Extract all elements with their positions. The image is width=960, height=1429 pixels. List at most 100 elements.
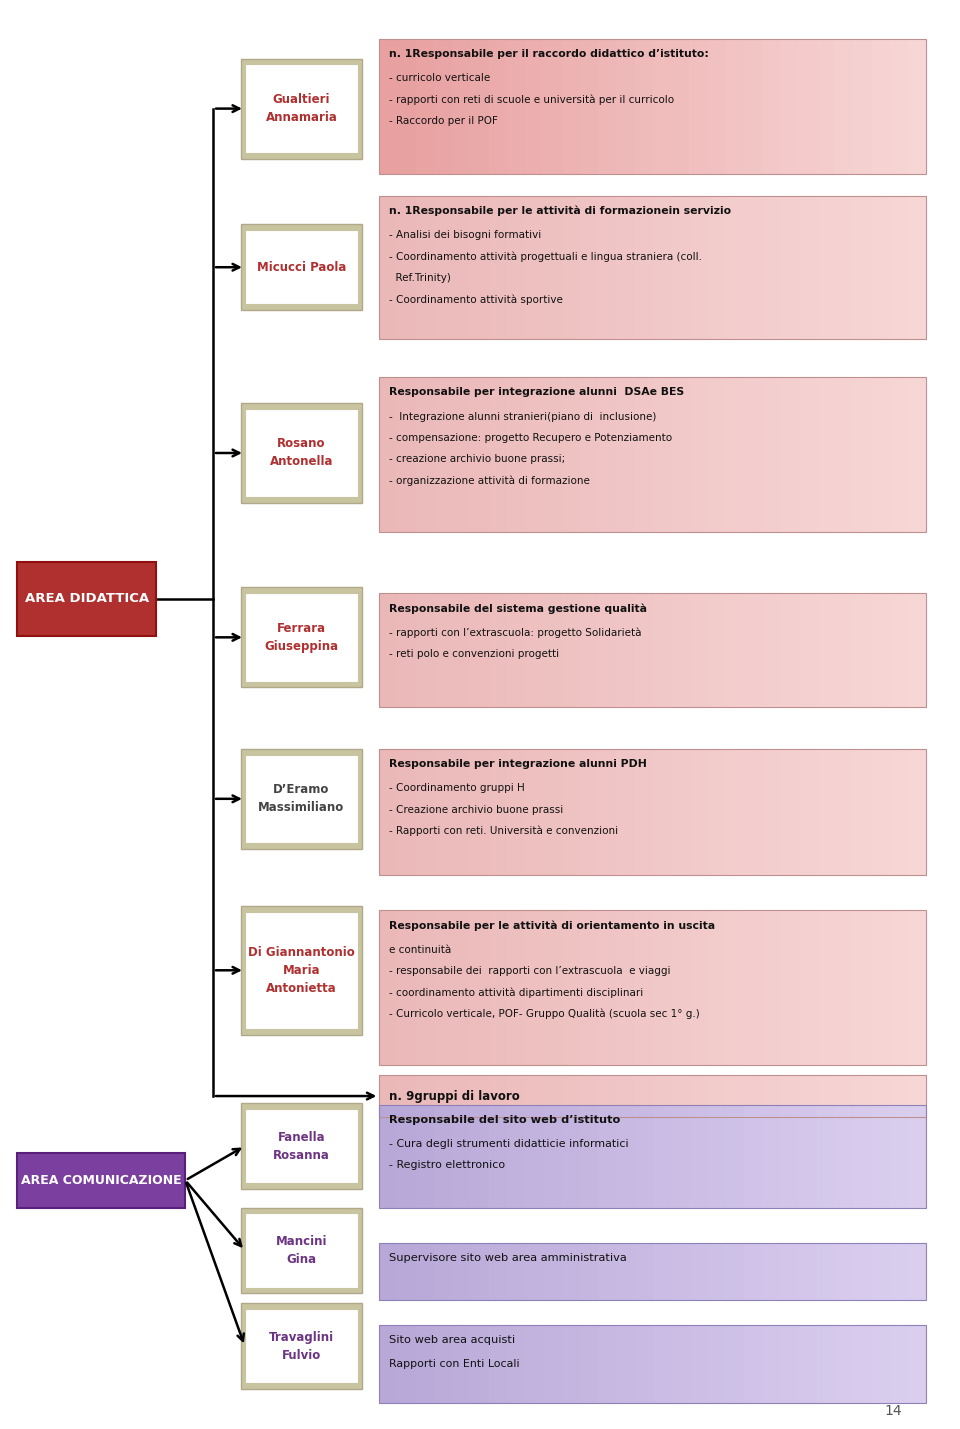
FancyBboxPatch shape: [780, 377, 800, 532]
FancyBboxPatch shape: [744, 377, 763, 532]
FancyBboxPatch shape: [744, 1325, 763, 1403]
FancyBboxPatch shape: [543, 1243, 563, 1300]
FancyBboxPatch shape: [708, 749, 727, 875]
FancyBboxPatch shape: [452, 39, 471, 174]
FancyBboxPatch shape: [726, 377, 745, 532]
FancyBboxPatch shape: [452, 593, 471, 707]
FancyBboxPatch shape: [397, 1105, 417, 1208]
FancyBboxPatch shape: [580, 1075, 599, 1117]
FancyBboxPatch shape: [671, 749, 690, 875]
FancyBboxPatch shape: [245, 755, 358, 843]
FancyBboxPatch shape: [379, 593, 398, 707]
FancyBboxPatch shape: [470, 39, 490, 174]
FancyBboxPatch shape: [817, 1105, 836, 1208]
FancyBboxPatch shape: [708, 910, 727, 1065]
FancyBboxPatch shape: [616, 749, 636, 875]
FancyBboxPatch shape: [890, 1105, 909, 1208]
FancyBboxPatch shape: [616, 1243, 636, 1300]
FancyBboxPatch shape: [616, 1325, 636, 1403]
Text: 14: 14: [885, 1403, 902, 1418]
FancyBboxPatch shape: [890, 377, 909, 532]
FancyBboxPatch shape: [780, 1075, 800, 1117]
Text: e continuità: e continuità: [389, 945, 451, 955]
FancyBboxPatch shape: [653, 1325, 672, 1403]
FancyBboxPatch shape: [580, 1325, 599, 1403]
FancyBboxPatch shape: [470, 910, 490, 1065]
FancyBboxPatch shape: [241, 1208, 362, 1293]
FancyBboxPatch shape: [817, 196, 836, 339]
FancyBboxPatch shape: [580, 1105, 599, 1208]
FancyBboxPatch shape: [671, 1105, 690, 1208]
FancyBboxPatch shape: [744, 593, 763, 707]
Text: Responsabile per integrazione alunni  DSAe BES: Responsabile per integrazione alunni DSA…: [389, 387, 684, 397]
FancyBboxPatch shape: [452, 1105, 471, 1208]
FancyBboxPatch shape: [853, 910, 873, 1065]
FancyBboxPatch shape: [489, 593, 508, 707]
Text: - Coordinamento gruppi H: - Coordinamento gruppi H: [389, 783, 524, 793]
Text: n. 1Responsabile per il raccordo didattico d’istituto:: n. 1Responsabile per il raccordo didatti…: [389, 49, 708, 59]
FancyBboxPatch shape: [780, 910, 800, 1065]
FancyBboxPatch shape: [562, 593, 581, 707]
FancyBboxPatch shape: [835, 1243, 854, 1300]
FancyBboxPatch shape: [744, 1243, 763, 1300]
FancyBboxPatch shape: [507, 910, 526, 1065]
Text: -  Integrazione alunni stranieri(piano di  inclusione): - Integrazione alunni stranieri(piano di…: [389, 412, 657, 422]
FancyBboxPatch shape: [653, 910, 672, 1065]
FancyBboxPatch shape: [470, 593, 490, 707]
FancyBboxPatch shape: [853, 196, 873, 339]
FancyBboxPatch shape: [726, 196, 745, 339]
FancyBboxPatch shape: [817, 910, 836, 1065]
FancyBboxPatch shape: [799, 39, 818, 174]
FancyBboxPatch shape: [780, 39, 800, 174]
Text: Responsabile del sistema gestione qualità: Responsabile del sistema gestione qualit…: [389, 603, 647, 613]
Text: Mancini
Gina: Mancini Gina: [276, 1235, 327, 1266]
FancyBboxPatch shape: [799, 377, 818, 532]
FancyBboxPatch shape: [835, 39, 854, 174]
FancyBboxPatch shape: [507, 39, 526, 174]
FancyBboxPatch shape: [507, 1105, 526, 1208]
Text: - reti polo e convenzioni progetti: - reti polo e convenzioni progetti: [389, 649, 559, 659]
FancyBboxPatch shape: [635, 1075, 654, 1117]
FancyBboxPatch shape: [562, 39, 581, 174]
FancyBboxPatch shape: [799, 1325, 818, 1403]
FancyBboxPatch shape: [835, 1325, 854, 1403]
FancyBboxPatch shape: [872, 1243, 891, 1300]
FancyBboxPatch shape: [616, 593, 636, 707]
FancyBboxPatch shape: [397, 1325, 417, 1403]
FancyBboxPatch shape: [416, 749, 435, 875]
FancyBboxPatch shape: [689, 196, 708, 339]
FancyBboxPatch shape: [762, 377, 781, 532]
FancyBboxPatch shape: [890, 593, 909, 707]
FancyBboxPatch shape: [908, 593, 927, 707]
FancyBboxPatch shape: [671, 196, 690, 339]
FancyBboxPatch shape: [434, 593, 453, 707]
FancyBboxPatch shape: [580, 910, 599, 1065]
FancyBboxPatch shape: [799, 910, 818, 1065]
FancyBboxPatch shape: [489, 377, 508, 532]
FancyBboxPatch shape: [653, 196, 672, 339]
FancyBboxPatch shape: [689, 593, 708, 707]
FancyBboxPatch shape: [653, 377, 672, 532]
FancyBboxPatch shape: [562, 196, 581, 339]
FancyBboxPatch shape: [241, 587, 362, 687]
FancyBboxPatch shape: [689, 1325, 708, 1403]
Text: - compensazione: progetto Recupero e Potenziamento: - compensazione: progetto Recupero e Pot…: [389, 433, 672, 443]
Text: Travaglini
Fulvio: Travaglini Fulvio: [269, 1330, 334, 1362]
FancyBboxPatch shape: [543, 910, 563, 1065]
FancyBboxPatch shape: [543, 39, 563, 174]
FancyBboxPatch shape: [853, 593, 873, 707]
FancyBboxPatch shape: [780, 1243, 800, 1300]
FancyBboxPatch shape: [416, 1075, 435, 1117]
Text: - Coordinamento attività sportive: - Coordinamento attività sportive: [389, 294, 563, 304]
Text: D’Eramo
Massimiliano: D’Eramo Massimiliano: [258, 783, 345, 815]
FancyBboxPatch shape: [653, 1075, 672, 1117]
FancyBboxPatch shape: [525, 377, 544, 532]
FancyBboxPatch shape: [379, 1105, 398, 1208]
Text: - organizzazione attività di formazione: - organizzazione attività di formazione: [389, 476, 589, 486]
FancyBboxPatch shape: [598, 910, 617, 1065]
FancyBboxPatch shape: [434, 39, 453, 174]
FancyBboxPatch shape: [817, 593, 836, 707]
Text: n. 9gruppi di lavoro: n. 9gruppi di lavoro: [389, 1089, 519, 1103]
FancyBboxPatch shape: [726, 39, 745, 174]
FancyBboxPatch shape: [708, 1325, 727, 1403]
